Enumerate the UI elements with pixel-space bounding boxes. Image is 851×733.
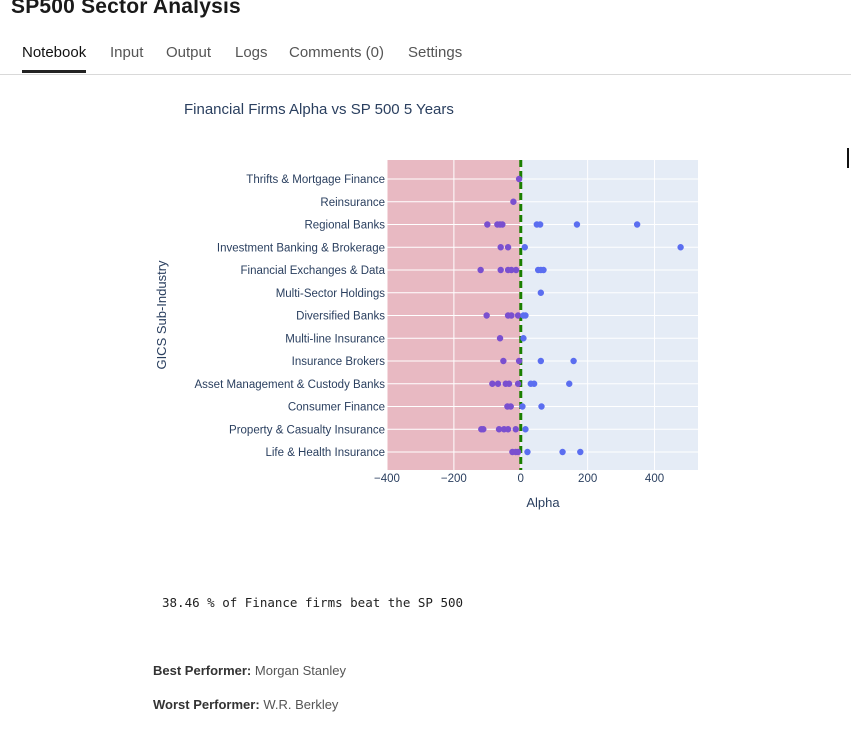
tab-settings[interactable]: Settings xyxy=(408,44,463,61)
data-point[interactable] xyxy=(514,448,522,456)
data-point[interactable] xyxy=(522,312,529,319)
x-tick-label: 0 xyxy=(518,473,524,485)
data-point[interactable] xyxy=(499,221,506,228)
y-tick-label: Regional Banks xyxy=(304,220,385,232)
x-axis-label: Alpha xyxy=(526,495,560,510)
data-point[interactable] xyxy=(530,380,538,387)
data-point[interactable] xyxy=(536,221,544,228)
data-point[interactable] xyxy=(504,244,512,251)
y-axis-tick-labels: Thrifts & Mortgage Finance Reinsurance Reg… xyxy=(195,174,386,459)
data-point[interactable] xyxy=(677,244,684,251)
data-point[interactable] xyxy=(514,380,522,387)
x-tick-label: 200 xyxy=(578,473,597,485)
data-point[interactable] xyxy=(504,426,512,433)
data-point[interactable] xyxy=(514,312,522,319)
y-tick-label: Property & Casualty Insurance xyxy=(229,424,385,436)
data-point[interactable] xyxy=(500,357,507,365)
data-point[interactable] xyxy=(505,380,513,387)
y-tick-label: Reinsurance xyxy=(320,197,385,209)
y-tick-label: Thrifts & Mortgage Finance xyxy=(246,174,385,186)
x-tick-label: −200 xyxy=(441,473,467,485)
y-tick-label: Financial Exchanges & Data xyxy=(241,265,386,277)
worst-performer-line: Worst Performer: W.R. Berkley xyxy=(153,697,338,712)
data-point[interactable] xyxy=(559,448,566,456)
best-performer-value: Morgan Stanley xyxy=(254,663,346,678)
data-point[interactable] xyxy=(522,426,529,433)
tab-comments[interactable]: Comments (0) xyxy=(289,44,385,61)
data-points xyxy=(477,175,684,456)
data-point[interactable] xyxy=(577,448,584,456)
data-point[interactable] xyxy=(573,221,581,228)
worst-performer-label: Worst Performer: xyxy=(153,697,260,712)
alpha-scatter-chart: Financial Firms Alpha vs SP 500 5 Years … xyxy=(154,101,698,510)
data-point[interactable] xyxy=(512,266,520,274)
data-point[interactable] xyxy=(507,403,514,410)
data-point[interactable] xyxy=(515,357,523,365)
tab-logs[interactable]: Logs xyxy=(235,44,268,61)
best-performer-label: Best Performer: xyxy=(153,663,252,678)
data-point[interactable] xyxy=(494,380,502,387)
data-point[interactable] xyxy=(570,357,577,365)
data-point[interactable] xyxy=(537,357,545,365)
data-point[interactable] xyxy=(633,221,641,228)
data-point[interactable] xyxy=(512,426,519,433)
worst-performer-value: W.R. Berkley xyxy=(263,697,339,712)
y-tick-label: Investment Banking & Brokerage xyxy=(217,242,385,254)
data-point[interactable] xyxy=(510,198,517,205)
data-point[interactable] xyxy=(519,403,526,410)
data-point[interactable] xyxy=(496,335,504,342)
data-point[interactable] xyxy=(495,426,503,433)
y-tick-label: Asset Management & Custody Banks xyxy=(195,379,386,391)
y-tick-label: Life & Health Insurance xyxy=(265,447,385,459)
tab-output[interactable]: Output xyxy=(166,44,212,61)
data-point[interactable] xyxy=(483,312,490,319)
data-point[interactable] xyxy=(537,289,545,296)
y-tick-label: Insurance Brokers xyxy=(292,356,386,368)
data-point[interactable] xyxy=(540,266,547,274)
console-output: 38.46 % of Finance firms beat the SP 500 xyxy=(162,595,464,610)
x-tick-label: 400 xyxy=(645,473,664,485)
page-title: SP500 Sector Analysis xyxy=(11,0,241,18)
data-point[interactable] xyxy=(538,403,545,410)
data-point[interactable] xyxy=(521,244,528,251)
tab-bar: Notebook Input Output Logs Comments (0) … xyxy=(0,38,851,75)
data-point[interactable] xyxy=(477,266,484,274)
tab-input[interactable]: Input xyxy=(110,44,144,61)
data-point[interactable] xyxy=(497,244,504,251)
x-tick-label: −400 xyxy=(374,473,400,485)
data-point[interactable] xyxy=(524,448,531,456)
data-point[interactable] xyxy=(508,266,515,274)
data-point[interactable] xyxy=(515,175,523,183)
data-point[interactable] xyxy=(520,335,527,342)
data-point[interactable] xyxy=(497,266,504,274)
y-tick-label: Multi-line Insurance xyxy=(285,333,385,345)
chart-title: Financial Firms Alpha vs SP 500 5 Years xyxy=(184,101,454,118)
y-axis-label: GICS Sub-Industry xyxy=(154,260,169,370)
y-tick-label: Consumer Finance xyxy=(288,402,385,414)
data-point[interactable] xyxy=(489,380,496,387)
y-tick-label: Multi-Sector Holdings xyxy=(276,288,386,300)
x-axis-tick-labels: −400 −200 0 200 400 xyxy=(374,473,664,485)
best-performer-line: Best Performer: Morgan Stanley xyxy=(153,663,346,678)
data-point[interactable] xyxy=(480,426,487,433)
tab-notebook[interactable]: Notebook xyxy=(22,44,87,73)
data-point[interactable] xyxy=(484,221,491,228)
text-cursor-icon xyxy=(847,148,849,168)
y-tick-label: Diversified Banks xyxy=(296,311,385,323)
data-point[interactable] xyxy=(566,380,573,387)
data-point[interactable] xyxy=(508,312,515,319)
